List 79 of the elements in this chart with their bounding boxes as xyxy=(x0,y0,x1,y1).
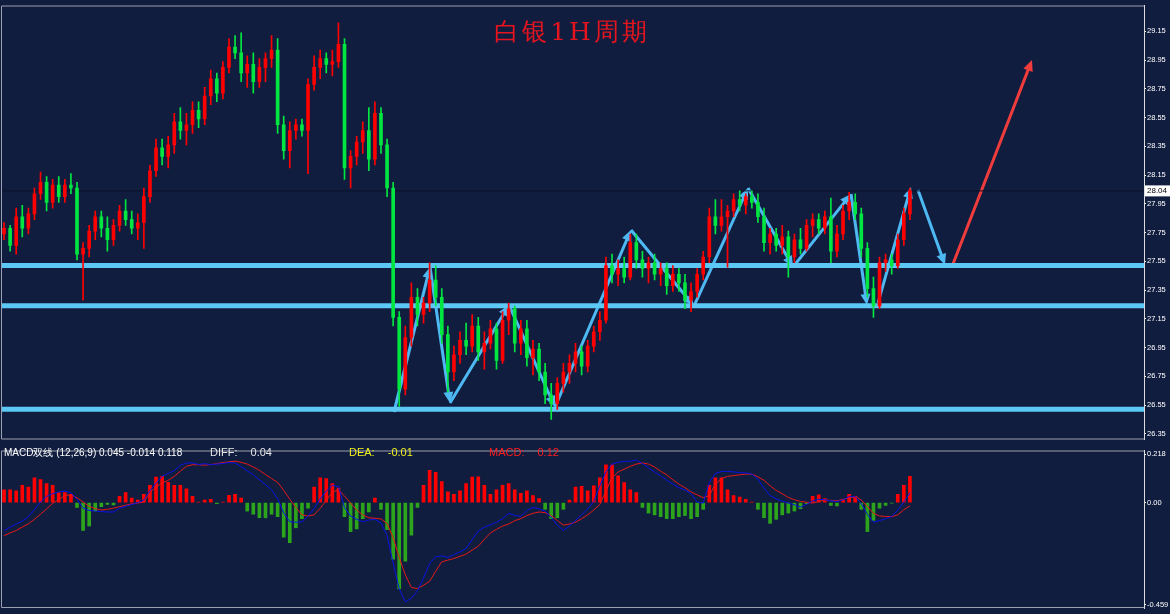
candlestick xyxy=(69,173,73,195)
bar xyxy=(543,502,547,510)
bar xyxy=(360,502,365,519)
candlestick xyxy=(549,383,554,420)
bar xyxy=(281,502,286,538)
bar xyxy=(75,502,79,508)
bar xyxy=(446,491,450,503)
bar xyxy=(768,502,772,524)
bar xyxy=(99,502,104,507)
bar xyxy=(908,476,912,503)
bar xyxy=(512,489,517,503)
candlestick xyxy=(531,340,535,376)
bar xyxy=(895,494,900,503)
bar xyxy=(50,484,55,503)
candlestick xyxy=(233,35,237,59)
bar xyxy=(8,489,12,503)
bar xyxy=(610,464,614,503)
bar xyxy=(312,486,316,503)
candlestick xyxy=(81,242,85,301)
annotation: MACD: 0.12 xyxy=(489,446,559,459)
bar xyxy=(616,475,620,503)
bar xyxy=(774,502,778,520)
bar xyxy=(585,490,590,503)
bar xyxy=(379,502,383,510)
bar xyxy=(780,502,785,516)
bar xyxy=(829,502,833,506)
bar xyxy=(677,502,681,517)
bar xyxy=(20,484,25,503)
annotation: DIFF: 0.04 xyxy=(210,446,272,459)
bar xyxy=(762,502,766,519)
bar xyxy=(683,502,687,516)
bar xyxy=(227,494,231,503)
bar xyxy=(470,476,475,503)
bar xyxy=(525,490,529,503)
bar xyxy=(14,490,19,503)
bar xyxy=(531,495,535,503)
bar xyxy=(835,502,839,507)
bar xyxy=(756,502,760,510)
bar xyxy=(701,502,706,510)
bar xyxy=(306,502,310,509)
ref-line-label: 28.04 xyxy=(1147,186,1168,196)
bar xyxy=(251,502,256,515)
bar xyxy=(403,502,408,562)
bar xyxy=(743,498,748,503)
bar xyxy=(622,482,627,503)
bar xyxy=(166,482,171,503)
bar xyxy=(476,476,481,503)
bar xyxy=(664,502,669,519)
bar xyxy=(367,502,371,513)
bar xyxy=(464,483,468,503)
annotation: MACD双线 (12,26,9) 0.045 -0.014 0.118 xyxy=(4,447,183,459)
bar xyxy=(537,498,541,503)
bar xyxy=(233,494,237,503)
annotation: DEA: -0.01 xyxy=(349,446,413,459)
bar xyxy=(689,502,693,519)
bar xyxy=(2,489,6,503)
bar xyxy=(628,489,633,503)
candlestick xyxy=(464,322,468,356)
bar xyxy=(452,494,456,503)
bar xyxy=(287,502,292,544)
bar xyxy=(518,492,523,503)
bar xyxy=(81,502,85,531)
bar xyxy=(373,497,377,503)
bar xyxy=(385,502,389,530)
bar xyxy=(245,502,250,512)
text: 白银1H周期 xyxy=(493,17,651,47)
bar xyxy=(458,490,462,503)
bar xyxy=(695,502,699,517)
bar xyxy=(397,502,402,590)
bar xyxy=(439,481,444,503)
bar xyxy=(208,498,213,503)
bar xyxy=(555,502,560,519)
bar xyxy=(239,497,243,503)
bar xyxy=(737,496,742,503)
bar xyxy=(318,477,323,503)
bar xyxy=(172,484,177,503)
bar xyxy=(433,472,438,503)
bar xyxy=(670,502,675,519)
bar xyxy=(129,497,134,503)
